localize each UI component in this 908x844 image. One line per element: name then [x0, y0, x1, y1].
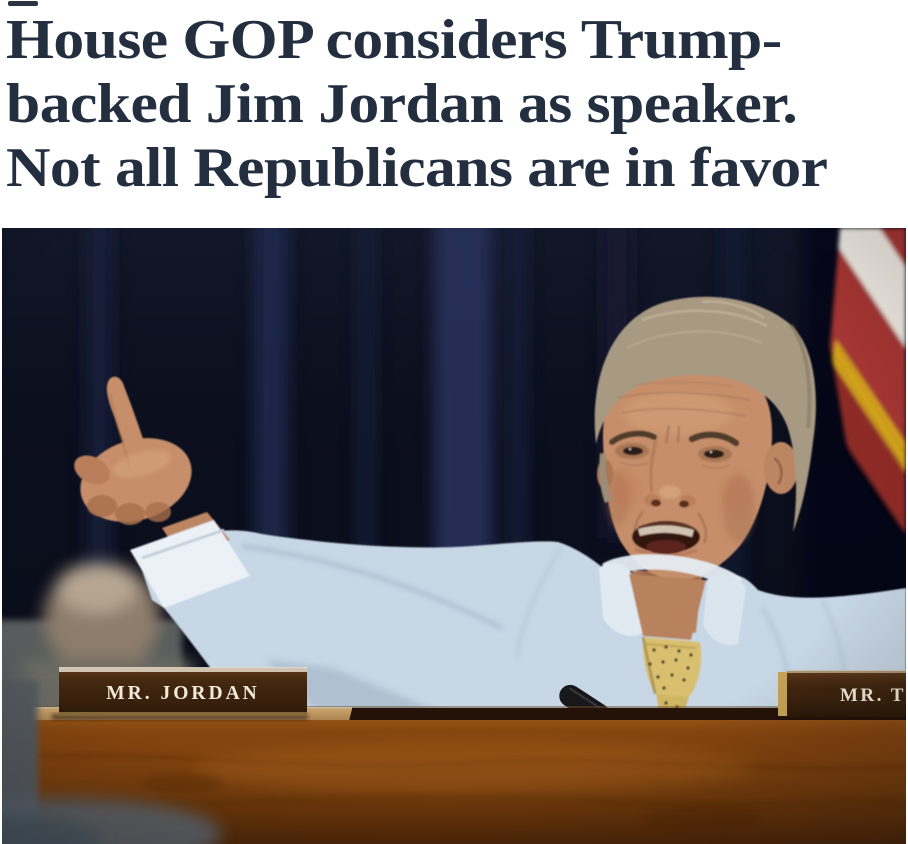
article-photo: MR. JORDAN MR. TU [2, 228, 906, 844]
wood-knot [642, 806, 762, 830]
cheek-flush [722, 476, 748, 512]
wood-knot [142, 773, 222, 793]
nameplate-top-highlight [787, 670, 906, 673]
curled-finger [87, 495, 117, 517]
nameplate-brass-base [59, 712, 307, 716]
headline-line-3: Not all Republicans are in favor [6, 137, 828, 199]
article-headline: House GOP considers Trump- backed Jim Jo… [6, 8, 908, 200]
nameplate-jordan: MR. JORDAN [52, 667, 308, 720]
curled-finger [145, 502, 171, 522]
right-eye [704, 449, 724, 459]
mouth-interior [646, 540, 686, 554]
nameplate-partial: MR. TU [778, 670, 906, 717]
nostril [651, 499, 661, 507]
headline-line-1: House GOP considers Trump- [6, 9, 782, 71]
eye-glint [628, 447, 632, 451]
nameplate-partial-label: MR. TU [840, 685, 906, 706]
cheek-flush [613, 472, 639, 508]
nameplate-brass-edge [778, 672, 787, 716]
article-photo-frame: MR. JORDAN MR. TU [2, 228, 906, 844]
left-eye [623, 446, 643, 456]
headline-line-2: backed Jim Jordan as speaker. [6, 73, 798, 135]
curled-finger [115, 503, 145, 525]
nameplate-top-highlight [59, 667, 307, 672]
nostril [679, 500, 689, 508]
nose-tip [659, 485, 681, 499]
cropped-ui-fragment [8, 1, 38, 6]
nameplate-jordan-label: MR. JORDAN [106, 683, 259, 704]
eye-glint [709, 450, 713, 454]
wood-highlight [192, 742, 752, 794]
